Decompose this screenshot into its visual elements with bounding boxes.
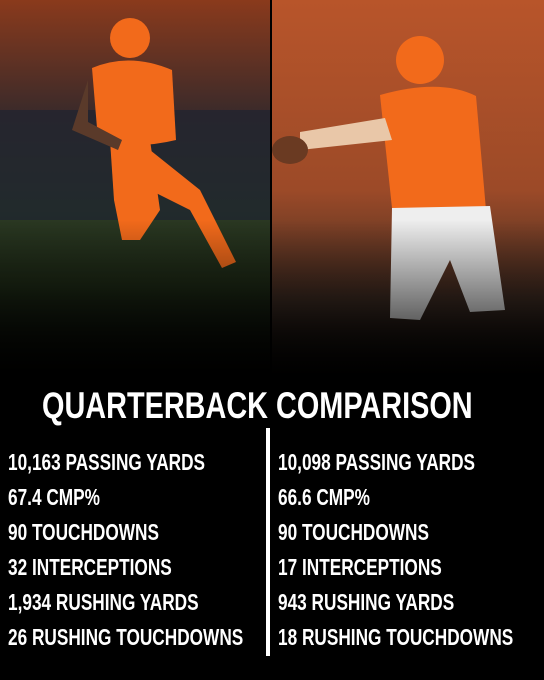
divider — [266, 428, 270, 656]
stat-line: 10,098 PASSING YARDS — [278, 451, 475, 476]
title: QUARTERBACK COMPARISON — [42, 386, 473, 427]
stat-line: 67.4 CMP% — [8, 486, 100, 511]
stat-line: 32 INTERCEPTIONS — [8, 556, 172, 581]
left-photo — [0, 0, 270, 380]
stat-line: 943 RUSHING YARDS — [278, 591, 454, 616]
stat-line: 1,934 RUSHING YARDS — [8, 591, 199, 616]
stat-line: 18 RUSHING TOUCHDOWNS — [278, 626, 513, 651]
stat-line: 66.6 CMP% — [278, 486, 370, 511]
stat-line: 10,163 PASSING YARDS — [8, 451, 205, 476]
fade-overlay — [0, 220, 544, 390]
stat-line: 90 TOUCHDOWNS — [278, 521, 429, 546]
stat-line: 26 RUSHING TOUCHDOWNS — [8, 626, 243, 651]
stat-line: 17 INTERCEPTIONS — [278, 556, 442, 581]
stat-line: 90 TOUCHDOWNS — [8, 521, 159, 546]
